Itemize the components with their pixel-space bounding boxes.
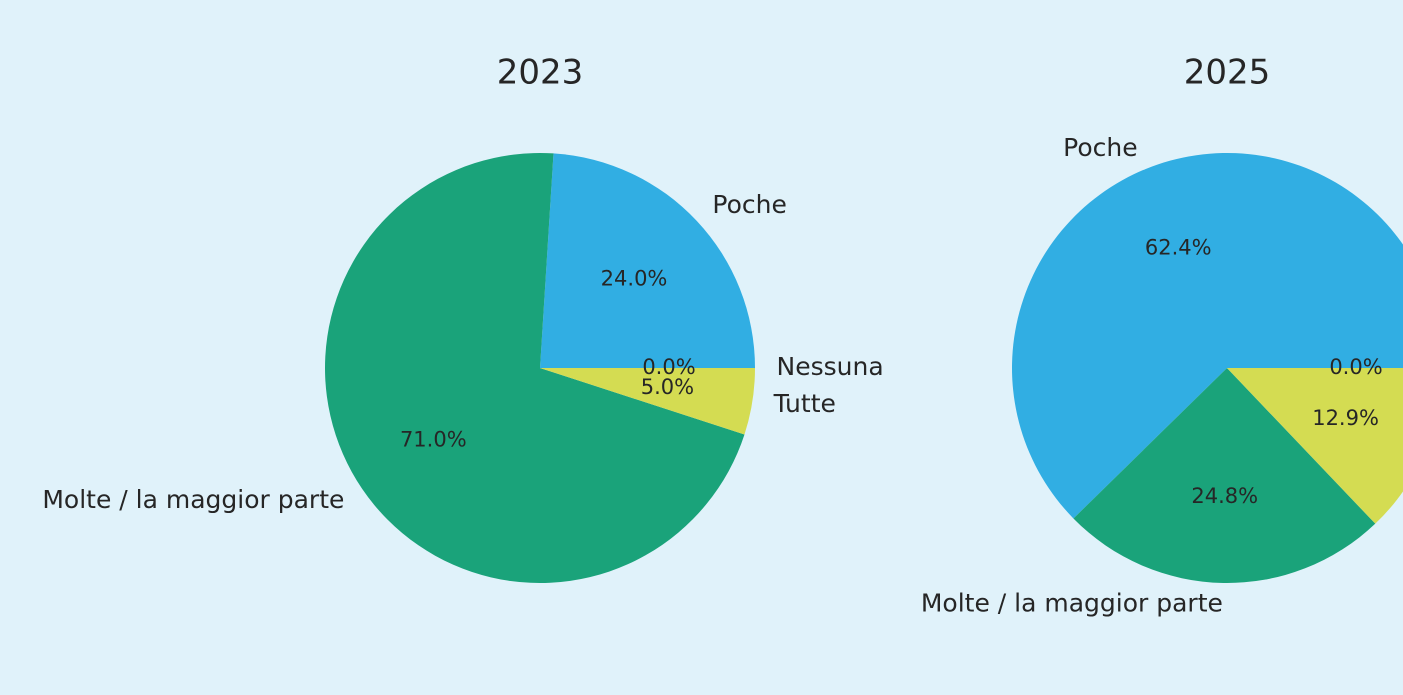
value-label: 24.0% bbox=[601, 267, 668, 291]
pie-slice bbox=[1012, 153, 1403, 519]
value-label: 12.9% bbox=[1312, 406, 1379, 430]
pie-slice bbox=[1227, 368, 1403, 524]
slice-label: Poche bbox=[1063, 133, 1137, 162]
value-label: 24.8% bbox=[1191, 484, 1258, 508]
chart-title: 2025 bbox=[1184, 53, 1271, 93]
pie-slice bbox=[540, 368, 755, 435]
slice-label: Molte / la maggior parte bbox=[921, 588, 1223, 617]
pie-slice bbox=[325, 153, 745, 583]
value-label: 62.4% bbox=[1145, 236, 1212, 260]
chart-title: 2023 bbox=[497, 53, 584, 93]
slice-label: Nessuna bbox=[777, 352, 884, 381]
pie-slice bbox=[540, 153, 755, 368]
value-label: 5.0% bbox=[641, 375, 694, 399]
value-label: 0.0% bbox=[1329, 355, 1382, 379]
pie-slice bbox=[1073, 368, 1376, 583]
slice-label: Poche bbox=[712, 190, 786, 219]
slice-label: Molte / la maggior parte bbox=[42, 485, 344, 514]
value-label: 71.0% bbox=[400, 428, 467, 452]
value-label: 0.0% bbox=[642, 355, 695, 379]
slice-label: Tutte bbox=[773, 389, 836, 418]
